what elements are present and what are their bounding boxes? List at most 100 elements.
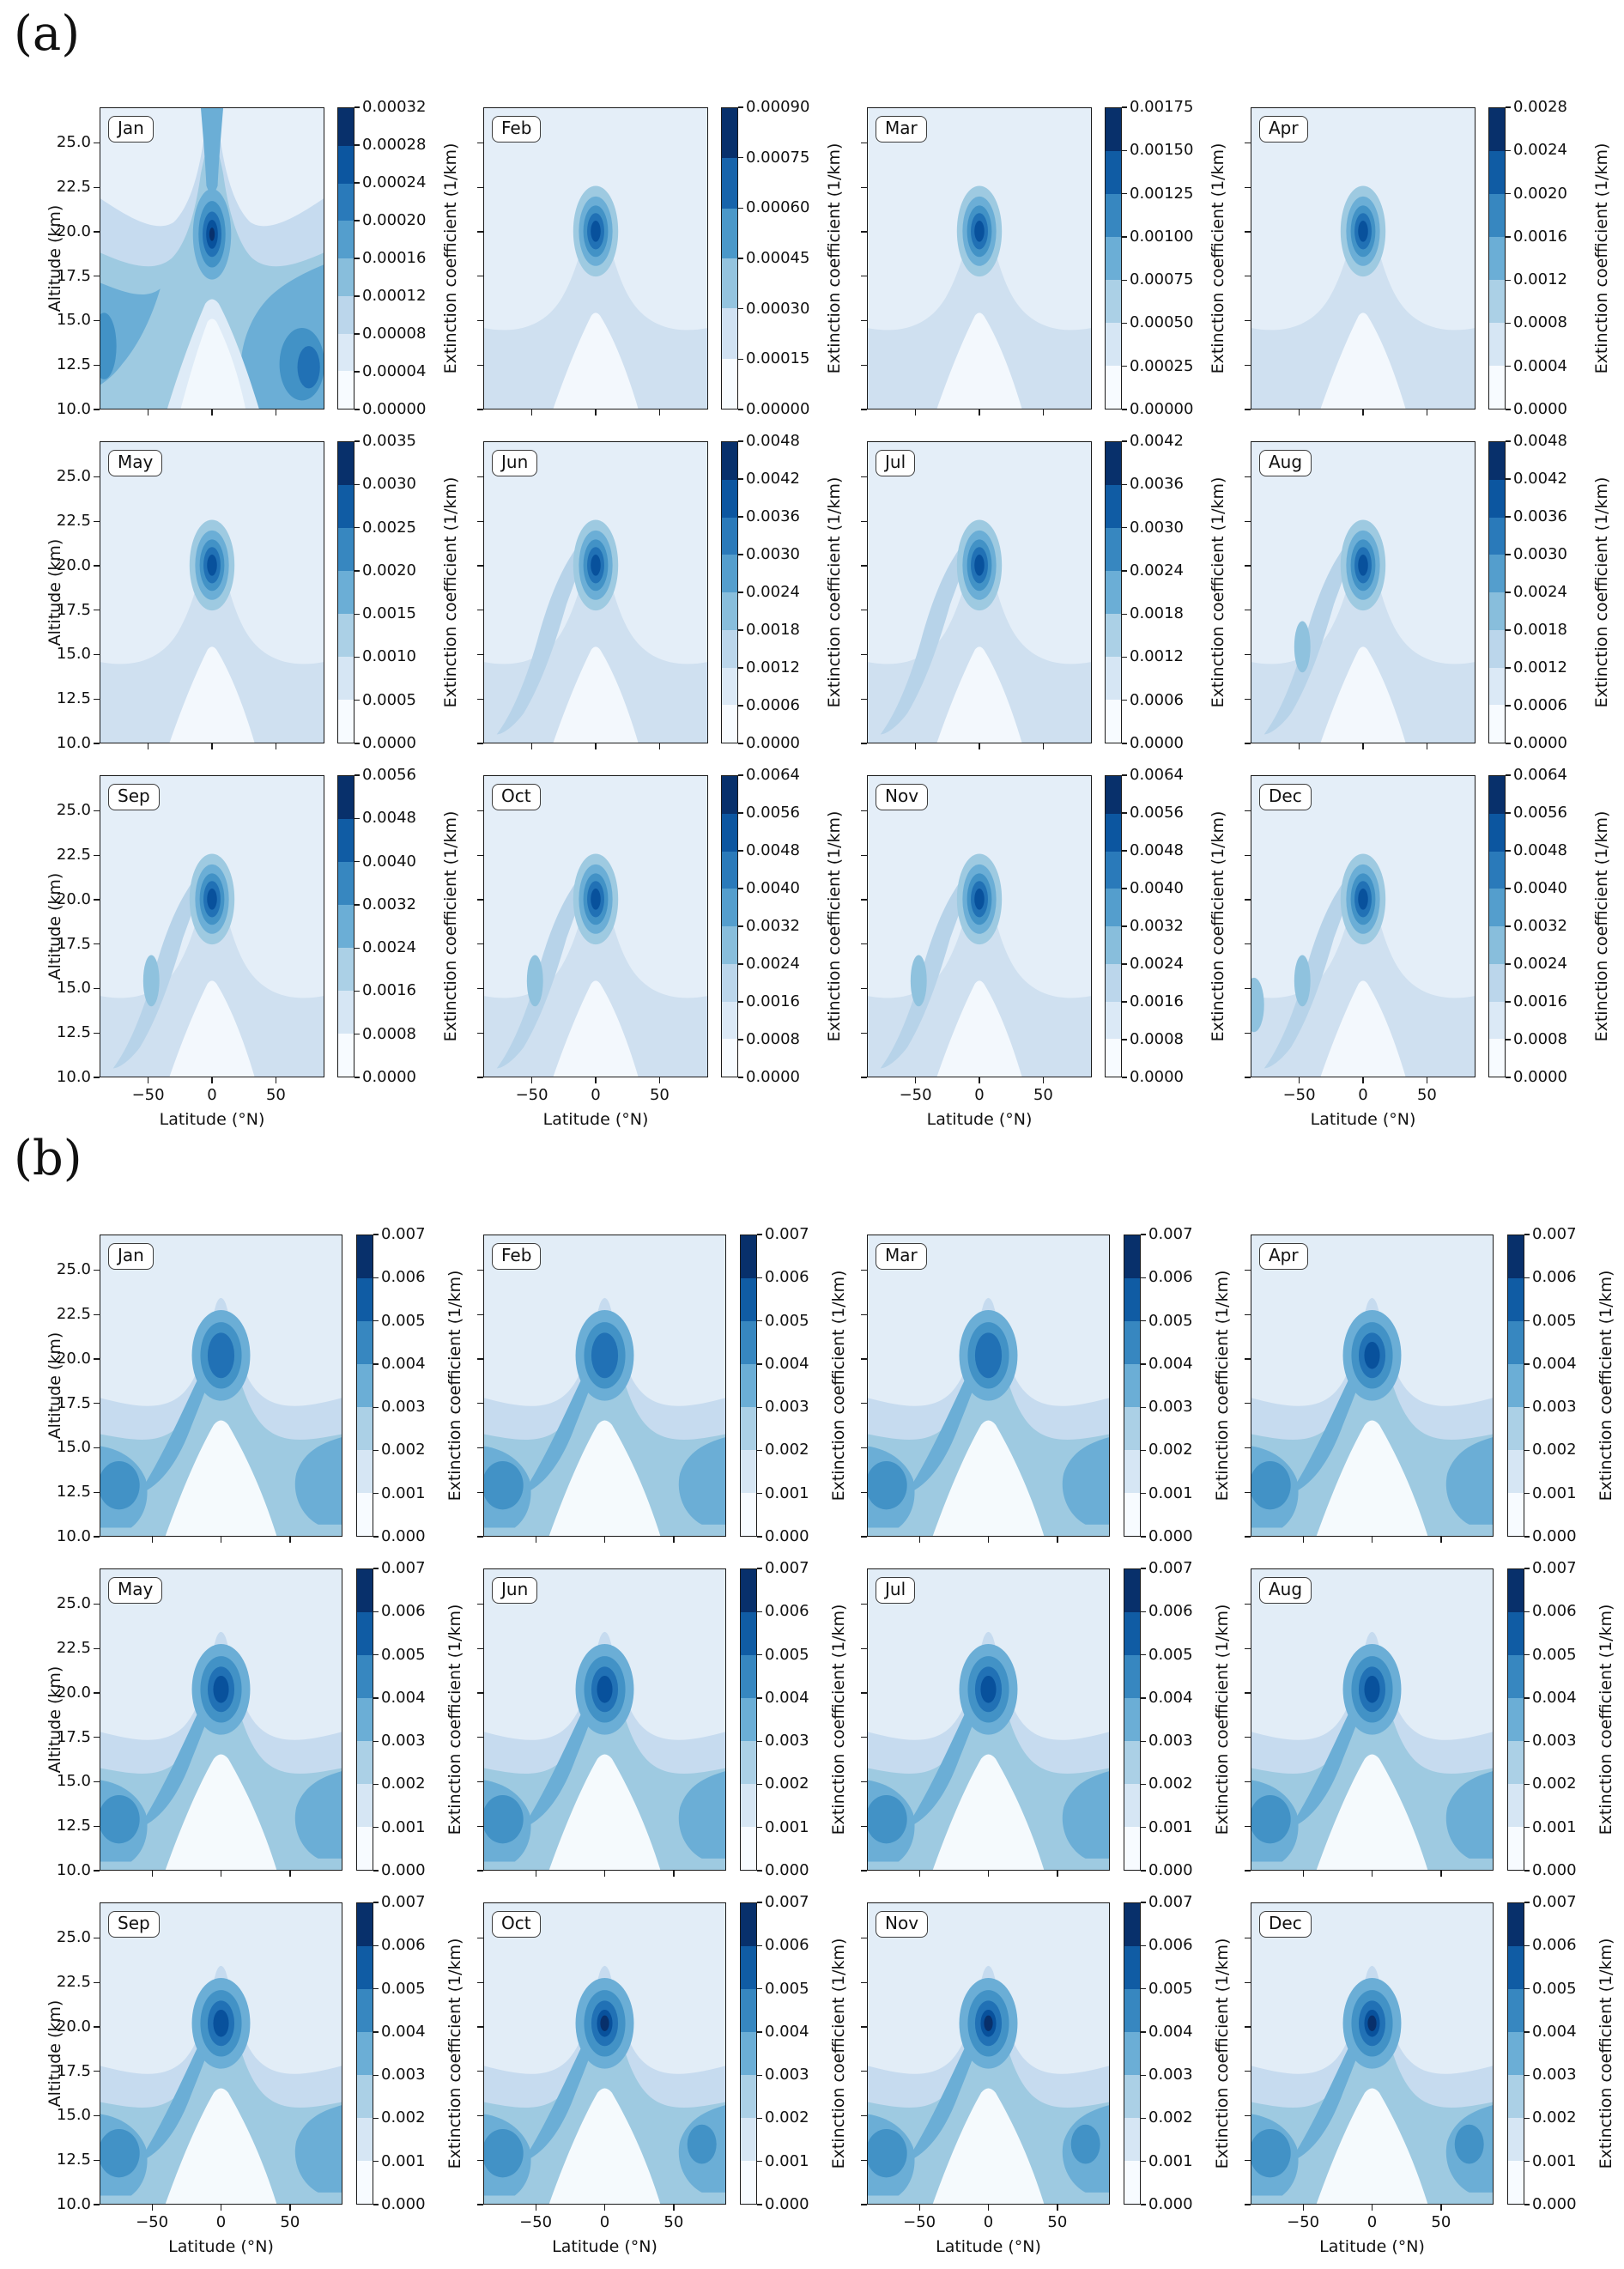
colorbar-band bbox=[357, 2118, 373, 2161]
colorbar-band bbox=[722, 889, 737, 926]
colorbar-band bbox=[1489, 813, 1505, 852]
colorbar-band bbox=[1106, 571, 1121, 614]
colorbar-band bbox=[1106, 700, 1121, 743]
x-tick-mark bbox=[1371, 2205, 1373, 2211]
colorbar-tick-label: 0.0048 bbox=[1513, 432, 1567, 450]
colorbar-tick-label: 0.0035 bbox=[362, 432, 416, 450]
y-axis-label: Altitude (km) bbox=[45, 1665, 64, 1774]
colorbar-tick-mark bbox=[1506, 667, 1511, 669]
colorbar-a-feb bbox=[721, 107, 738, 410]
colorbar-band bbox=[722, 1039, 737, 1077]
colorbar-tick-label: 0.0040 bbox=[1513, 879, 1567, 897]
y-tick-mark bbox=[1245, 186, 1251, 188]
y-tick-mark bbox=[1245, 1825, 1251, 1827]
colorbar-band bbox=[741, 1741, 756, 1784]
colorbar-tick-label: 0.00030 bbox=[746, 299, 810, 318]
y-tick-mark bbox=[1245, 319, 1251, 322]
y-tick-mark bbox=[477, 1692, 483, 1694]
colorbar-band bbox=[1106, 237, 1121, 280]
contour-plot-a-aug bbox=[1251, 441, 1476, 743]
colorbar-tick-label: 0.0012 bbox=[1513, 270, 1567, 289]
y-tick-mark bbox=[94, 1781, 100, 1783]
contour-plot-a-apr bbox=[1251, 107, 1476, 410]
colorbar-band bbox=[1489, 889, 1505, 926]
colorbar-band bbox=[1124, 2075, 1140, 2118]
colorbar-tick-label: 0.0064 bbox=[1130, 766, 1184, 784]
colorbar-band bbox=[338, 819, 354, 862]
y-tick-mark bbox=[1245, 520, 1251, 522]
colorbar-band bbox=[741, 1569, 756, 1612]
colorbar-tick-label: 0.0040 bbox=[746, 879, 800, 897]
colorbar-tick-label: 0.0000 bbox=[1513, 734, 1567, 752]
subplot-b-aug: Aug 0.000 0.001 0.002 0.003 0.004 0.005 0.006 0.… bbox=[1151, 1559, 1615, 1879]
colorbar-tick-label: 0.0004 bbox=[1513, 356, 1567, 375]
colorbar-tick-label: 0.006 bbox=[1532, 1268, 1577, 1287]
x-tick-label: 50 bbox=[1033, 1086, 1053, 1104]
colorbar-tick-label: 0.00075 bbox=[746, 148, 810, 167]
colorbar-tick-mark bbox=[738, 925, 743, 927]
colorbar-a-jul bbox=[1105, 441, 1122, 743]
colorbar-tick-label: 0.002 bbox=[381, 1441, 426, 1459]
colorbar-tick-label: 0.0006 bbox=[1130, 690, 1184, 709]
colorbar-tick-label: 0.0048 bbox=[362, 809, 416, 828]
colorbar-tick-mark bbox=[1141, 1536, 1146, 1538]
colorbar-band bbox=[338, 485, 354, 528]
colorbar-tick-label: 0.00024 bbox=[362, 173, 427, 191]
colorbar-tick-label: 0.005 bbox=[381, 1311, 426, 1330]
colorbar-tick-mark bbox=[738, 440, 743, 442]
colorbar-band bbox=[338, 862, 354, 905]
colorbar-band bbox=[1489, 366, 1505, 409]
colorbar-tick-label: 0.0048 bbox=[1130, 841, 1184, 859]
colorbar-tick-mark bbox=[1506, 236, 1511, 238]
colorbar-tick-label: 0.0032 bbox=[362, 895, 416, 913]
colorbar-band bbox=[741, 1364, 756, 1407]
colorbar-band bbox=[338, 776, 354, 819]
colorbar-axis-label: Extinction coefficient (1/km) bbox=[1597, 1604, 1615, 1835]
colorbar-tick-mark bbox=[738, 888, 743, 889]
y-tick-label: 25.0 bbox=[56, 1260, 91, 1279]
colorbar-band bbox=[722, 358, 737, 409]
x-tick-mark bbox=[987, 1871, 990, 1877]
y-tick-mark bbox=[861, 2071, 867, 2072]
colorbar-band bbox=[1489, 108, 1505, 151]
colorbar-tick-label: 0.0048 bbox=[746, 432, 800, 450]
colorbar-tick-mark bbox=[738, 705, 743, 707]
colorbar-tick-label: 0.00000 bbox=[362, 400, 427, 418]
y-tick-mark bbox=[861, 899, 867, 901]
colorbar-tick-mark bbox=[354, 144, 360, 146]
colorbar-tick-label: 0.006 bbox=[1532, 1936, 1577, 1955]
y-tick-mark bbox=[94, 987, 100, 990]
colorbar-tick-mark bbox=[757, 2117, 762, 2120]
colorbar-band bbox=[1508, 1655, 1524, 1698]
x-tick-label: 0 bbox=[983, 2213, 994, 2231]
colorbar-band bbox=[357, 1450, 373, 1493]
y-tick-mark bbox=[94, 2204, 100, 2205]
colorbar-tick-label: 0.0000 bbox=[1513, 1068, 1567, 1086]
y-tick-label: 20.0 bbox=[56, 2017, 91, 2035]
y-tick-mark bbox=[94, 409, 100, 410]
x-tick-label: −50 bbox=[1287, 2213, 1320, 2231]
colorbar-tick-mark bbox=[1141, 1449, 1146, 1452]
y-tick-label: 22.5 bbox=[56, 1305, 91, 1324]
colorbar-tick-mark bbox=[1506, 705, 1511, 707]
y-tick-mark bbox=[477, 1269, 483, 1271]
colorbar-a-sep bbox=[337, 775, 354, 1077]
y-tick-label: 20.0 bbox=[56, 1683, 91, 1702]
month-badge-apr: Apr bbox=[1259, 116, 1308, 143]
colorbar-tick-label: 0.0016 bbox=[1130, 992, 1184, 1010]
colorbar-axis-label: Extinction coefficient (1/km) bbox=[1597, 1938, 1615, 2169]
colorbar-tick-label: 0.003 bbox=[765, 2066, 809, 2084]
y-tick-mark bbox=[1245, 1403, 1251, 1404]
contour-layers-a-jul bbox=[867, 519, 1092, 743]
y-axis-label: Altitude (km) bbox=[45, 1332, 64, 1440]
colorbar-band bbox=[1124, 1989, 1140, 2032]
colorbar-tick-mark bbox=[1524, 1783, 1530, 1786]
colorbar-band bbox=[1489, 323, 1505, 366]
y-tick-mark bbox=[861, 231, 867, 233]
y-tick-mark bbox=[477, 1491, 483, 1493]
y-tick-label: 22.5 bbox=[56, 1639, 91, 1658]
y-tick-mark bbox=[861, 1781, 867, 1783]
y-tick-mark bbox=[1245, 1870, 1251, 1872]
contour-layers-b-apr bbox=[1251, 1297, 1494, 1537]
